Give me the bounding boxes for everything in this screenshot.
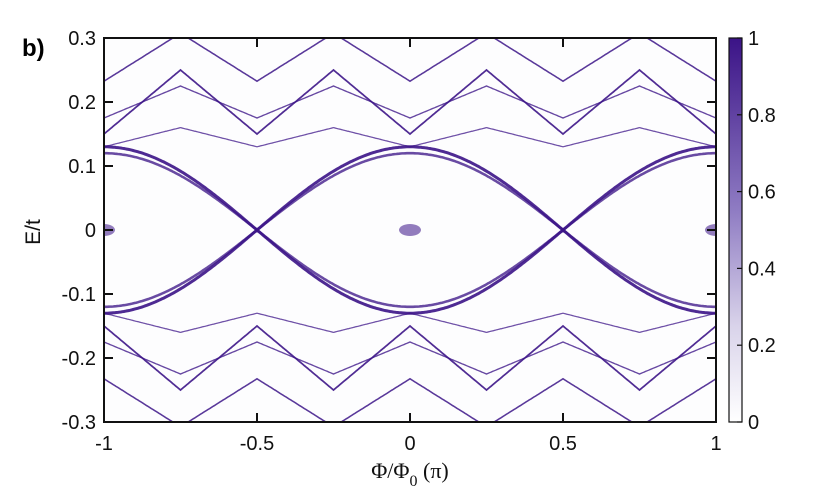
panel-label: b) bbox=[22, 35, 45, 62]
spectral-line-8-0 bbox=[104, 126, 716, 148]
spectral-line-3 bbox=[104, 228, 716, 309]
y-axis-label: E/t bbox=[22, 219, 45, 245]
spectral-line-5-1 bbox=[104, 324, 716, 392]
spectral-line-10-1 bbox=[104, 85, 716, 119]
spectral-line-11-1 bbox=[104, 341, 716, 375]
spectral-line-1 bbox=[104, 228, 716, 315]
y-tick-label-5: 0.2 bbox=[68, 92, 96, 114]
y-tick-label-6: 0.3 bbox=[68, 28, 96, 50]
x-tick-label-3: 0.5 bbox=[549, 433, 577, 455]
y-tick-label-1: -0.2 bbox=[62, 348, 96, 370]
x-axis-label-main: Φ/Φ bbox=[371, 458, 409, 483]
x-axis-label: Φ/Φ0 (π) bbox=[371, 458, 449, 490]
colorbar-tick-label-1: 0.2 bbox=[748, 335, 776, 357]
y-tick-label-0: -0.3 bbox=[62, 412, 96, 434]
spectral-line-2 bbox=[104, 151, 716, 232]
spectral-line-9-1 bbox=[104, 312, 716, 334]
x-axis-label-subscript: 0 bbox=[410, 473, 418, 490]
y-tick-label-2: -0.1 bbox=[62, 284, 96, 306]
x-tick-label-4: 1 bbox=[710, 433, 721, 455]
x-tick-label-2: 0 bbox=[404, 433, 415, 455]
spectral-lines bbox=[104, 38, 716, 422]
spectral-line-8-1 bbox=[104, 126, 716, 148]
spectral-line-4-1 bbox=[104, 68, 716, 136]
colorbar bbox=[728, 37, 743, 423]
colorbar-tick-label-5: 1 bbox=[748, 28, 759, 50]
colorbar-tick-label-4: 0.8 bbox=[748, 105, 776, 127]
x-axis-ticks: -1 -0.5 0 0.5 1 bbox=[95, 38, 722, 455]
spectral-line-9-0 bbox=[104, 312, 716, 334]
colorbar-tick-label-0: 0 bbox=[748, 412, 759, 434]
spectral-line-7-1 bbox=[104, 377, 716, 422]
x-tick-label-0: -1 bbox=[95, 433, 113, 455]
colorbar-tick-label-2: 0.4 bbox=[748, 258, 776, 280]
zero-energy-crossing-0 bbox=[399, 224, 421, 236]
y-axis-ticks: -0.3 -0.2 -0.1 0 0.1 0.2 0.3 bbox=[62, 28, 716, 434]
x-tick-label-1: -0.5 bbox=[240, 433, 274, 455]
colorbar-tick-label-3: 0.6 bbox=[748, 182, 776, 204]
y-tick-label-4: 0.1 bbox=[68, 156, 96, 178]
spectral-line-0 bbox=[104, 145, 716, 232]
colorbar-ticks: 0 0.2 0.4 0.6 0.8 1 bbox=[737, 28, 776, 434]
spectral-line-6-1 bbox=[104, 38, 716, 83]
x-axis-label-suffix: (π) bbox=[418, 458, 449, 483]
y-tick-label-3: 0 bbox=[85, 220, 96, 242]
